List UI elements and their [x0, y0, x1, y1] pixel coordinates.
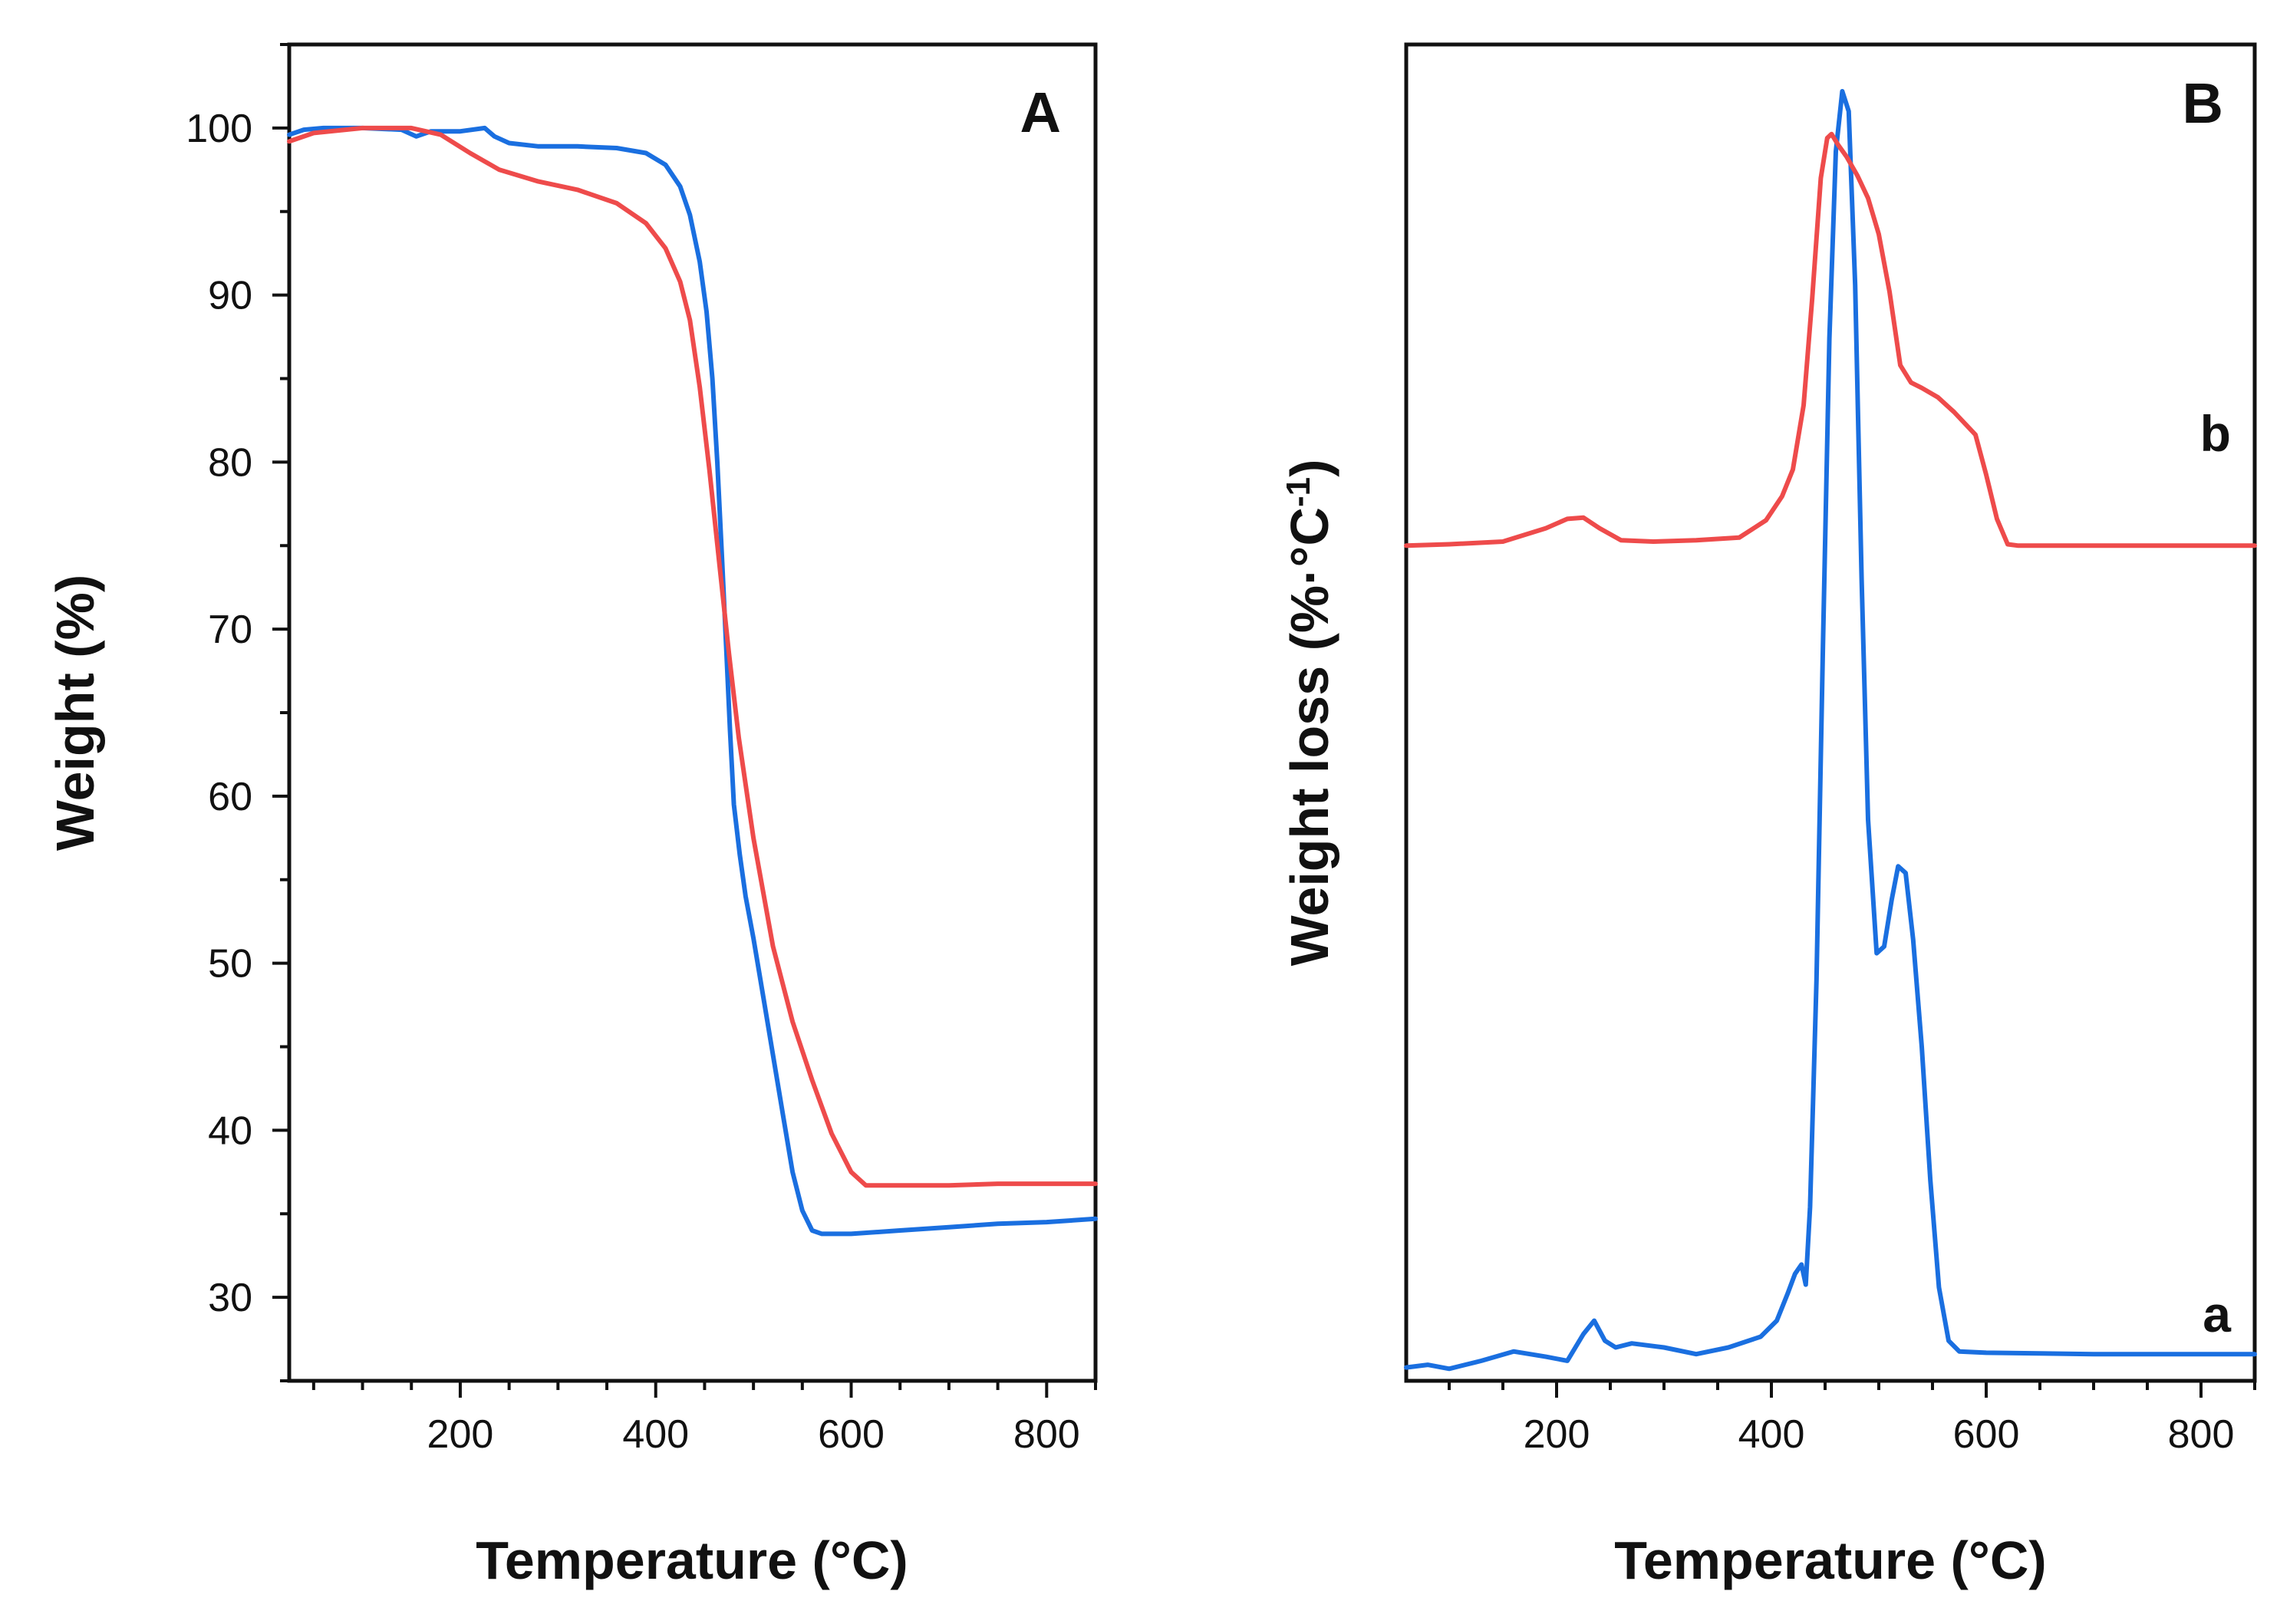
panel-b-letter: B: [2183, 71, 2223, 135]
y-tick-label: 30: [208, 1276, 252, 1320]
panel-b-tick-labels: 200 400 600 800: [1524, 1412, 2235, 1457]
panel-b-series: [1404, 89, 2257, 1372]
panel-a-series: [287, 125, 1098, 1237]
panel-a-frame: [287, 42, 1098, 1383]
curve-label-a: a: [2203, 1286, 2232, 1342]
panel-a-y-axis-title: Weight (%): [45, 575, 105, 851]
panel-b-x-axis-title: Temperature (°C): [1614, 1530, 2046, 1590]
x-tick-label: 800: [1013, 1412, 1080, 1457]
panel-b-y-axis-title: Weight loss (%·°C-1): [1280, 460, 1339, 967]
panel-b-frame: [1404, 42, 2257, 1383]
x-tick-label: 400: [622, 1412, 689, 1457]
y-tick-label: 100: [186, 107, 252, 151]
y-tick-label: 70: [208, 608, 252, 652]
panel-b-y-axis-title-suffix: ): [1280, 460, 1339, 477]
x-tick-label: 600: [1953, 1412, 2020, 1457]
series-line-red: [287, 125, 1098, 1188]
y-tick-label: 80: [208, 440, 252, 485]
panel-a-ticks: [272, 43, 1097, 1398]
panel-b-ticks: [1448, 1381, 2256, 1398]
panel-a-x-axis-title: Temperature (°C): [476, 1530, 908, 1590]
y-tick-label: 60: [208, 775, 252, 819]
panel-a-weight-chart: 200 400 600 800 30 40 50 60 70 80 90 100 A Temperat…: [45, 42, 1098, 1590]
x-tick-label: 200: [1524, 1412, 1590, 1457]
panel-a-letter: A: [1020, 81, 1061, 144]
series-line-b: [1404, 131, 2257, 548]
x-tick-label: 800: [2168, 1412, 2235, 1457]
panel-b-weight-loss-chart: 200 400 600 800 B b a Temperature (°C) Weig…: [1280, 42, 2257, 1590]
y-tick-label: 90: [208, 274, 252, 318]
series-line-blue: [287, 125, 1098, 1237]
y-tick-label: 40: [208, 1108, 252, 1153]
curve-label-b: b: [2200, 405, 2231, 462]
series-line-a: [1404, 89, 2257, 1372]
y-tick-label: 50: [208, 942, 252, 987]
x-tick-label: 200: [427, 1412, 494, 1457]
x-tick-label: 400: [1738, 1412, 1805, 1457]
panel-b-y-axis-title-main: Weight loss (%·°C: [1280, 507, 1339, 966]
x-tick-label: 600: [818, 1412, 885, 1457]
panel-a-tick-labels: 200 400 600 800 30 40 50 60 70 80 90 100: [186, 107, 1079, 1457]
panel-b-y-axis-title-superscript: -1: [1280, 477, 1317, 507]
